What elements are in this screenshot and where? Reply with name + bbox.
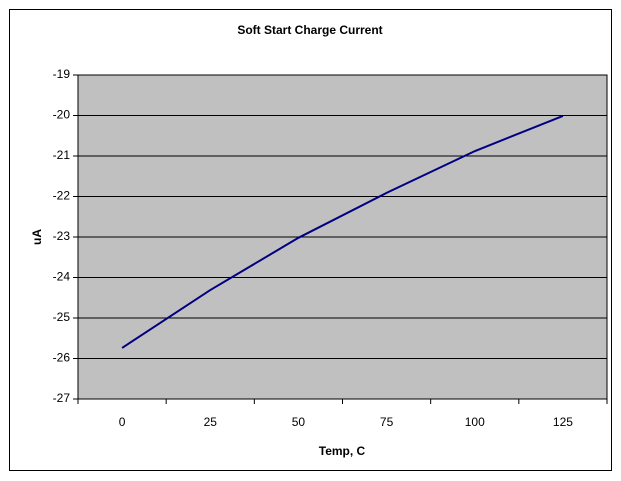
x-tick-label: 0 [119,415,126,429]
chart-title: Soft Start Charge Current [237,23,382,37]
y-tick-label: -21 [53,148,71,162]
y-tick-label: -27 [53,391,71,405]
y-tick-label: -25 [53,310,71,324]
y-axis-label: uA [30,229,44,245]
y-tick-label: -19 [53,67,71,81]
x-tick-label: 100 [465,415,485,429]
x-tick-label: 25 [204,415,218,429]
x-tick-label: 50 [292,415,306,429]
x-axis-label: Temp, C [319,444,366,458]
y-tick-label: -23 [53,229,71,243]
line [121,114,564,349]
x-tick-label: 75 [380,415,394,429]
y-tick-label: -26 [53,351,71,365]
x-tick-label: 125 [553,415,573,429]
y-tick-label: -22 [53,189,71,203]
y-tick-label: -24 [53,270,71,284]
y-tick-label: -20 [53,108,71,122]
